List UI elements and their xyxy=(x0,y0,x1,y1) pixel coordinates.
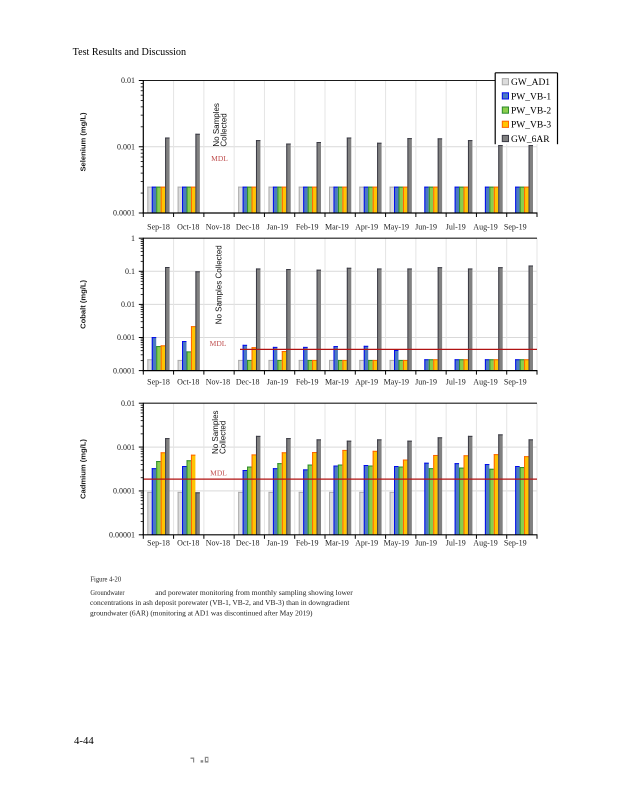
svg-text:Dec-18: Dec-18 xyxy=(236,539,260,548)
svg-text:Feb-19: Feb-19 xyxy=(296,377,319,386)
svg-text:Jan-19: Jan-19 xyxy=(267,222,288,231)
svg-text:MDL: MDL xyxy=(211,154,228,163)
svg-text:Oct-18: Oct-18 xyxy=(177,539,199,548)
svg-text:0.0001: 0.0001 xyxy=(113,366,135,375)
svg-text:Sep-18: Sep-18 xyxy=(147,377,170,386)
svg-text:Feb-19: Feb-19 xyxy=(296,222,319,231)
svg-text:Mar-19: Mar-19 xyxy=(325,377,349,386)
svg-text:Sep-18: Sep-18 xyxy=(147,539,170,548)
svg-text:0.001: 0.001 xyxy=(117,333,135,342)
svg-text:Dec-18: Dec-18 xyxy=(236,377,260,386)
svg-text:Jul-19: Jul-19 xyxy=(446,222,466,231)
svg-text:Oct-18: Oct-18 xyxy=(177,222,199,231)
svg-text:Sep-19: Sep-19 xyxy=(504,539,527,548)
svg-text:Figure 4-20: Figure 4-20 xyxy=(90,574,121,583)
svg-text:Apr-19: Apr-19 xyxy=(355,539,378,548)
svg-text:0.01: 0.01 xyxy=(121,76,135,85)
svg-text:0.01: 0.01 xyxy=(121,300,135,309)
svg-text:Aug-19: Aug-19 xyxy=(473,539,497,548)
svg-text:Collected: Collected xyxy=(218,113,228,147)
svg-text:PW_VB-2: PW_VB-2 xyxy=(511,107,551,117)
svg-text:Mar-19: Mar-19 xyxy=(325,539,349,548)
svg-text:Apr-19: Apr-19 xyxy=(355,222,378,231)
svg-text:Collected: Collected xyxy=(217,420,227,454)
svg-text:Cobalt (mg/L): Cobalt (mg/L) xyxy=(79,279,88,328)
svg-text:Jul-19: Jul-19 xyxy=(446,539,466,548)
svg-text:0.00001: 0.00001 xyxy=(109,531,135,540)
svg-text:GW_6AR: GW_6AR xyxy=(511,135,550,145)
svg-text:May-19: May-19 xyxy=(384,539,409,548)
svg-text:Nov-18: Nov-18 xyxy=(206,222,230,231)
svg-text:GW_AD1: GW_AD1 xyxy=(511,78,550,88)
svg-text:0.0001: 0.0001 xyxy=(113,487,135,496)
svg-text:Groundwater: Groundwater xyxy=(90,588,125,597)
svg-text:and porewater monitoring from: and porewater monitoring from monthly sa… xyxy=(155,588,353,597)
svg-text:Jan-19: Jan-19 xyxy=(267,539,288,548)
svg-text:1: 1 xyxy=(131,234,135,243)
svg-text:0.01: 0.01 xyxy=(121,399,135,408)
svg-text:Jun-19: Jun-19 xyxy=(415,377,437,386)
svg-text:Nov-18: Nov-18 xyxy=(206,377,230,386)
svg-text:Aug-19: Aug-19 xyxy=(473,377,497,386)
svg-text:May-19: May-19 xyxy=(384,222,409,231)
svg-text:MDL: MDL xyxy=(210,468,227,477)
svg-text:Sep-19: Sep-19 xyxy=(504,377,527,386)
svg-text:Jul-19: Jul-19 xyxy=(446,377,466,386)
svg-text:Jan-19: Jan-19 xyxy=(267,377,288,386)
svg-text:May-19: May-19 xyxy=(384,377,409,386)
svg-text:No Samples: No Samples xyxy=(210,410,220,454)
svg-text:Dec-18: Dec-18 xyxy=(236,222,260,231)
svg-text:0.0001: 0.0001 xyxy=(113,209,135,218)
svg-text:PW_VB-1: PW_VB-1 xyxy=(511,92,551,102)
svg-text:0.1: 0.1 xyxy=(125,267,135,276)
svg-text:Apr-19: Apr-19 xyxy=(355,377,378,386)
svg-text:0.001: 0.001 xyxy=(117,142,135,151)
svg-text:Test Results and Discussion: Test Results and Discussion xyxy=(73,47,187,58)
svg-text:Oct-18: Oct-18 xyxy=(177,377,199,386)
svg-text:Aug-19: Aug-19 xyxy=(473,222,497,231)
svg-text:Sep-18: Sep-18 xyxy=(147,222,170,231)
svg-text:PW_VB-3: PW_VB-3 xyxy=(511,121,551,131)
svg-text:Jun-19: Jun-19 xyxy=(415,539,437,548)
svg-text:groundwater (6AR) (monitoring: groundwater (6AR) (monitoring at AD1 was… xyxy=(90,608,313,617)
svg-text:concentrations in ash deposit: concentrations in ash deposit porewater … xyxy=(90,598,350,607)
svg-text:No Samples: No Samples xyxy=(211,103,221,147)
svg-text:Jun-19: Jun-19 xyxy=(415,222,437,231)
svg-text:Mar-19: Mar-19 xyxy=(325,222,349,231)
svg-text:4-44: 4-44 xyxy=(74,736,94,747)
svg-text:No Samples Collected: No Samples Collected xyxy=(213,245,223,324)
svg-text:Cadmium (mg/L): Cadmium (mg/L) xyxy=(79,439,88,499)
svg-text:MDL: MDL xyxy=(210,339,227,348)
svg-text:Selenium (mg/L): Selenium (mg/L) xyxy=(79,112,88,172)
svg-text:Feb-19: Feb-19 xyxy=(296,539,319,548)
svg-text:Nov-18: Nov-18 xyxy=(206,539,230,548)
svg-text:0.001: 0.001 xyxy=(117,443,135,452)
svg-text:Sep-19: Sep-19 xyxy=(504,222,527,231)
